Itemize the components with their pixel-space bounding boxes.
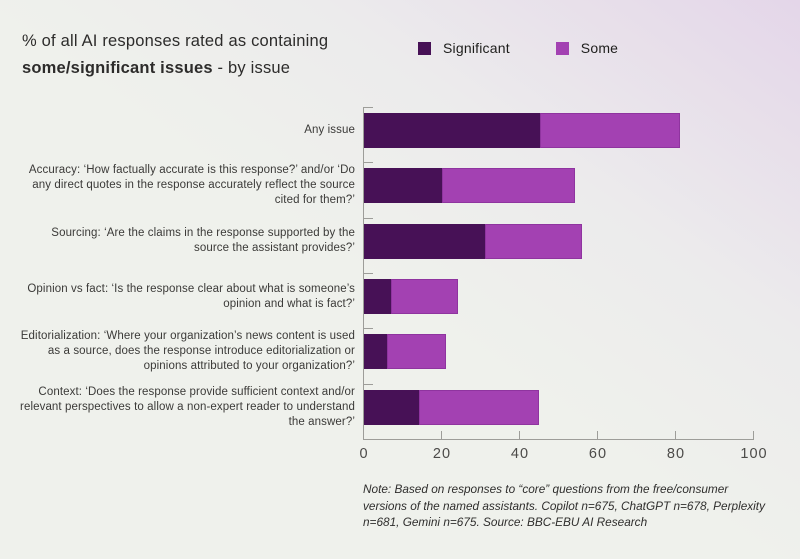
legend-label-some: Some [580, 40, 619, 56]
x-axis-label: 0 [359, 446, 369, 462]
legend-swatch-significant [418, 41, 431, 55]
x-axis-tick [519, 431, 520, 439]
legend-label-significant: Significant [443, 40, 510, 56]
bar-segment-some [484, 223, 583, 259]
chart-title-line1: % of all AI responses rated as containin… [22, 32, 329, 50]
x-axis-tick [753, 431, 754, 439]
bar-segment-some [391, 279, 458, 314]
x-axis-tick [597, 431, 598, 439]
legend-swatch-some [555, 41, 569, 55]
bar-segment-some [539, 113, 680, 148]
y-axis-tick [364, 328, 373, 330]
y-axis-tick [364, 162, 373, 164]
category-labels: Any issue Accuracy: ‘How factually accura… [15, 107, 355, 439]
bar-segment-significant [364, 279, 392, 314]
bar-segment-significant [364, 168, 442, 204]
legend-item-significant: Significant [418, 40, 510, 56]
source-note-line1: Note: Based on responses to “core” quest… [363, 482, 729, 496]
category-label: Editorialization: ‘Where your organizati… [20, 330, 355, 373]
plot-area: 0 20 40 60 80 100 [359, 107, 767, 462]
bar-row [364, 168, 754, 204]
x-axis-label: 80 [666, 446, 686, 462]
category-label: Accuracy: ‘How factually accurate is thi… [28, 164, 355, 207]
x-axis-tick [675, 431, 676, 439]
source-note-line2: versions of the named assistants. Copilo… [363, 498, 765, 513]
chart-title-bold: some/significant issues [22, 59, 213, 77]
bar-segment-significant [364, 334, 388, 370]
legend-item-some: Some [555, 40, 619, 56]
legend: Significant Some [418, 40, 618, 56]
bar-row [364, 334, 754, 370]
category-label: Sourcing: ‘Are the claims in the respons… [51, 227, 355, 255]
bar-segment-significant [364, 113, 540, 148]
bar-row [364, 279, 754, 314]
chart-title: % of all AI responses rated as containin… [22, 28, 328, 82]
category-label: Any issue [304, 124, 355, 136]
x-axis-label: 60 [588, 446, 608, 462]
category-label: Context: ‘Does the response provide suff… [20, 385, 355, 428]
y-axis-tick [364, 107, 373, 108]
bar-segment-some [442, 168, 575, 204]
bar-segment-some [387, 334, 446, 370]
y-axis-tick [364, 273, 373, 274]
bar-row [364, 113, 754, 148]
chart-title-suffix: - by issue [212, 59, 291, 77]
bar-row [364, 389, 754, 425]
x-axis-label: 40 [510, 446, 530, 462]
x-axis-label: 100 [740, 446, 768, 462]
bar-segment-significant [364, 223, 485, 259]
y-axis-tick [364, 217, 373, 219]
y-axis-tick [364, 383, 373, 385]
bar-segment-significant [364, 389, 419, 425]
category-label: Opinion vs fact: ‘Is the response clear … [27, 282, 355, 310]
source-note-line3: n=681, Gemini n=675. Source: BBC-EBU AI … [363, 515, 648, 529]
bar-segment-some [418, 389, 540, 425]
bar-row [364, 223, 754, 259]
source-note: Note: Based on responses to “core” quest… [363, 481, 765, 531]
x-axis-label: 20 [432, 446, 452, 462]
x-axis-tick [441, 431, 442, 439]
